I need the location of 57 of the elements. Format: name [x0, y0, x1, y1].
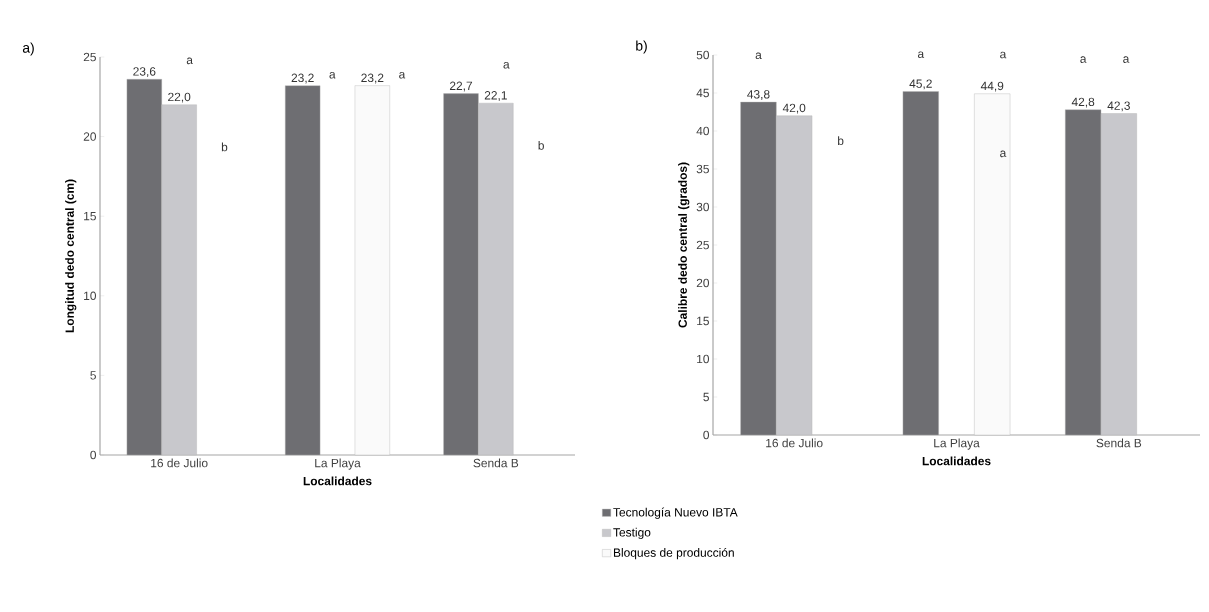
annotation: a: [1000, 51, 1007, 59]
chart-title: b): [636, 40, 647, 54]
annotation: a: [755, 52, 762, 60]
x-tick-label: 16 de Julio: [151, 458, 208, 468]
data-label: 22,1: [484, 91, 507, 101]
legend-label: Bloques de producción: [613, 547, 734, 560]
y-tick-label: 20: [83, 132, 97, 141]
data-label: 42,8: [1071, 97, 1095, 108]
y-axis-title: Longitud dedo central (cm): [65, 179, 77, 333]
y-tick-label: 10: [84, 291, 97, 301]
x-axis-title: Localidades: [303, 476, 372, 486]
annotation: b: [538, 140, 544, 150]
y-tick-label: 5: [703, 392, 709, 402]
x-tick-label: Senda B: [473, 458, 519, 468]
annotation: a: [1080, 56, 1087, 63]
data-label: 23,2: [291, 73, 314, 84]
x-axis-title: Localidades: [922, 456, 991, 466]
x-tick-label: La Playa: [315, 458, 361, 470]
annotation: a: [1000, 150, 1007, 158]
y-tick-label: 5: [90, 371, 96, 380]
y-tick-label: 20: [696, 278, 710, 288]
annotation: a: [186, 57, 193, 65]
y-tick-label: 0: [703, 430, 710, 440]
y-tick-label: 15: [697, 316, 709, 326]
legend-label: Testigo: [613, 527, 651, 539]
y-tick-label: 25: [83, 52, 96, 62]
data-label: 45,2: [909, 79, 932, 90]
y-tick-label: 40: [696, 126, 710, 136]
y-tick-label: 35: [696, 164, 709, 174]
y-tick-label: 0: [90, 450, 97, 460]
annotation: a: [1123, 56, 1130, 63]
x-tick-label: Senda B: [1096, 438, 1142, 448]
data-label: 42,3: [1107, 101, 1130, 112]
y-tick-label: 25: [696, 240, 709, 250]
legend-label: Tecnología Nuevo IBTA: [613, 507, 738, 519]
data-label: 22,0: [168, 92, 191, 103]
y-tick-label: 15: [84, 212, 96, 221]
data-label: 22,7: [449, 81, 473, 92]
data-label: 23,2: [361, 73, 384, 84]
annotation: a: [503, 61, 510, 69]
y-tick-label: 10: [697, 354, 710, 364]
data-label: 23,6: [133, 67, 156, 78]
y-tick-label: 45: [696, 88, 709, 98]
data-label: 42,0: [782, 103, 806, 114]
y-tick-label: 30: [696, 202, 710, 212]
annotation: b: [838, 136, 844, 145]
y-axis-title: Calibre dedo central (grados): [678, 162, 690, 328]
data-label: 43,8: [747, 90, 770, 100]
annotation: a: [329, 71, 336, 79]
annotation: a: [917, 51, 925, 58]
chart-title: a): [22, 42, 34, 56]
data-label: 44,9: [980, 81, 1004, 92]
x-tick-label: La Playa: [934, 438, 980, 450]
annotation: b: [221, 142, 228, 152]
annotation: a: [399, 71, 406, 79]
y-tick-label: 50: [696, 50, 710, 60]
x-tick-label: 16 de Julio: [766, 438, 823, 448]
